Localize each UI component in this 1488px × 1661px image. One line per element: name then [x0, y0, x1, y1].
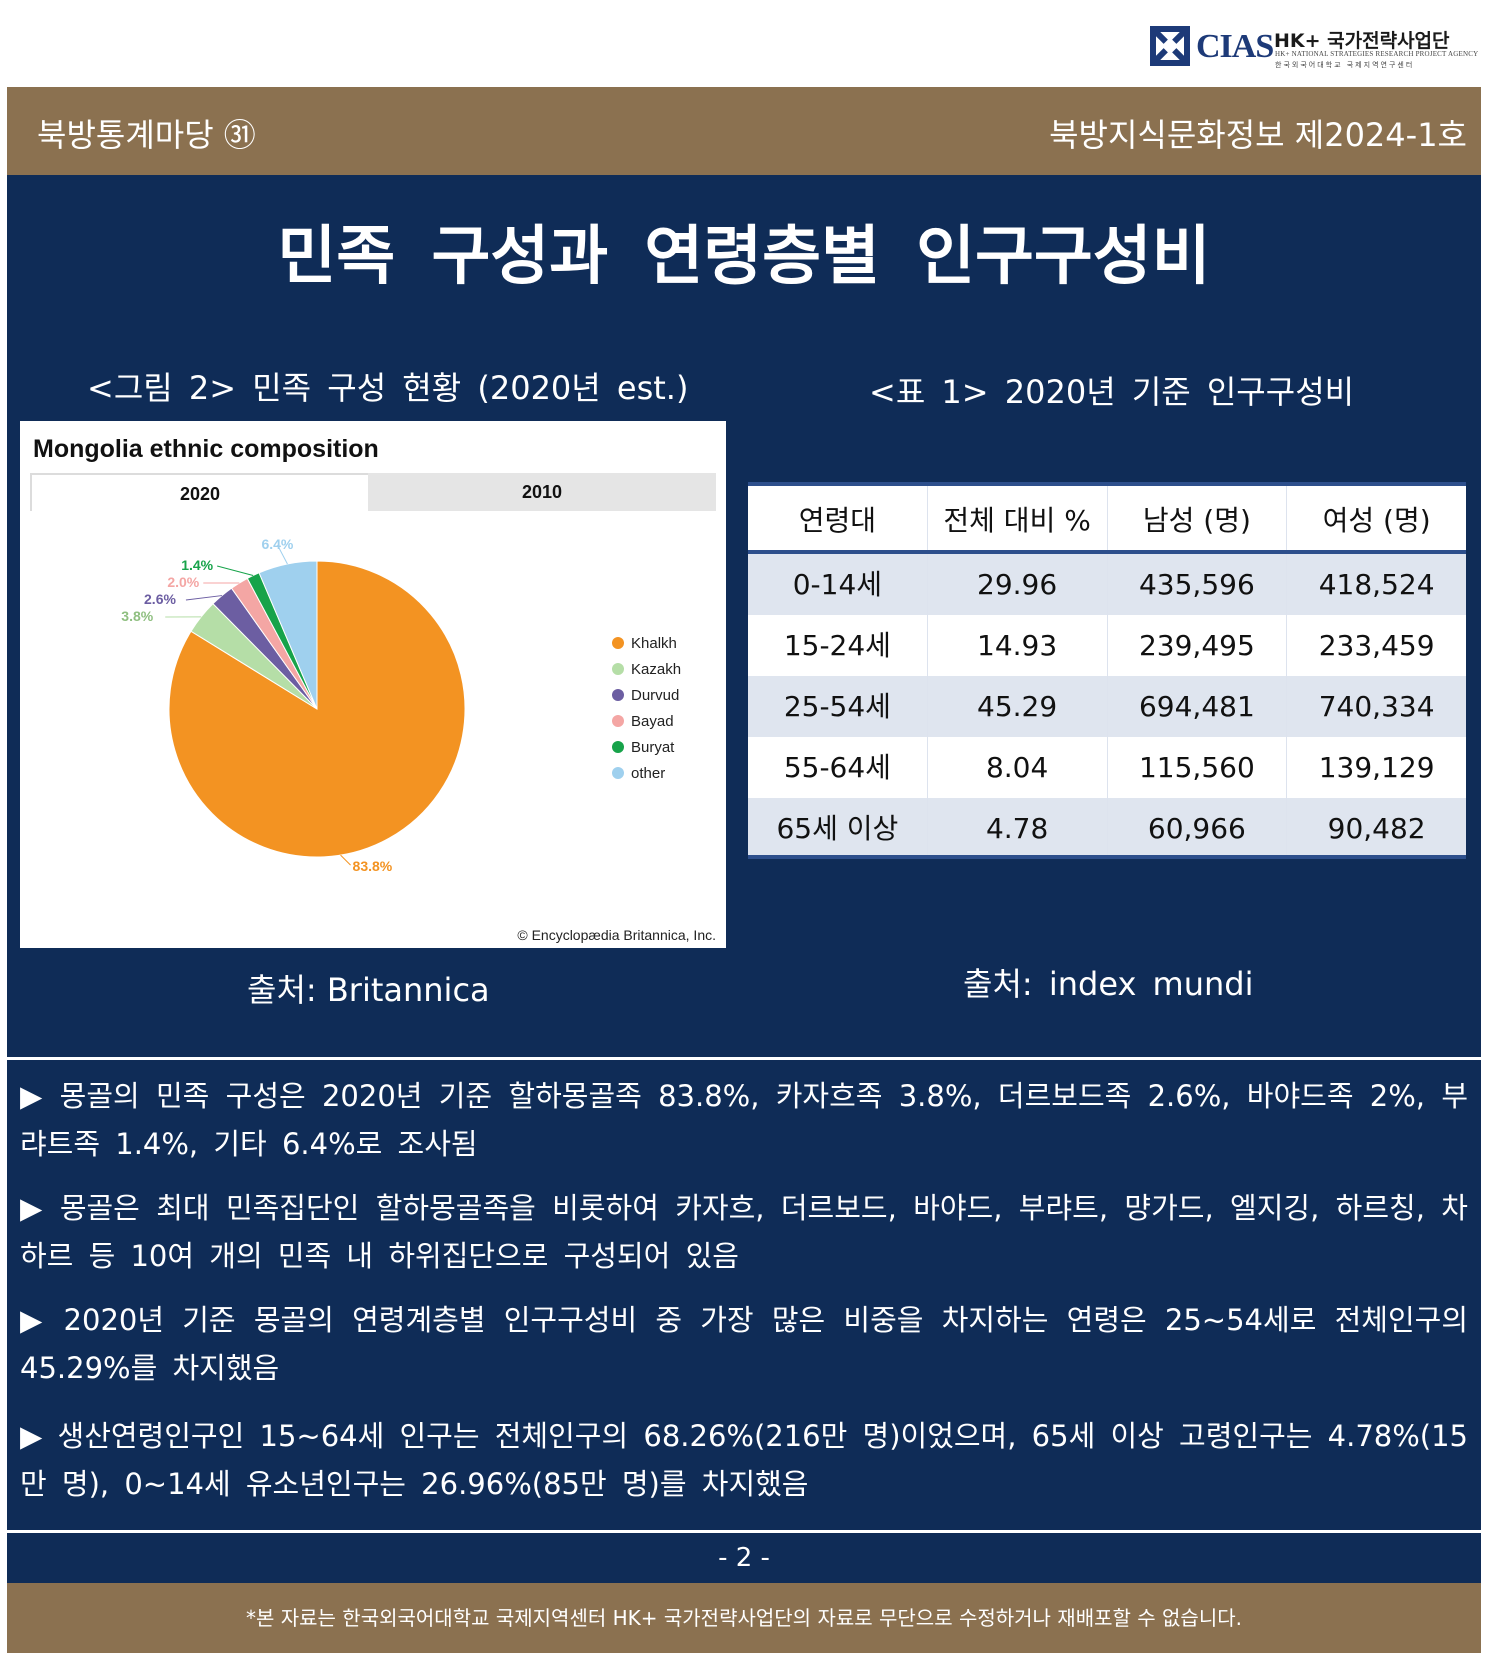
table-row: 15-24세 14.93 239,495 233,459 — [748, 615, 1466, 676]
table-cell: 14.93 — [928, 615, 1108, 676]
legend-label: other — [631, 765, 665, 782]
table-cell: 8.04 — [928, 737, 1108, 798]
legend-swatch — [612, 715, 624, 727]
main-panel: 민족 구성과 연령층별 인구구성비 <그림 2> 민족 구성 현황 (2020년… — [7, 175, 1481, 1057]
summary-bullet: ▶ 몽골은 최대 민족집단인 할하몽골족을 비롯하여 카자흐, 더르보드, 바야… — [20, 1191, 1468, 1273]
table-cell: 4.78 — [928, 798, 1108, 855]
table-row: 0-14세 29.96 435,596 418,524 — [748, 554, 1466, 615]
figure-source: 출처: Britannica — [247, 971, 490, 1009]
table-cell: 139,129 — [1318, 751, 1435, 784]
legend-label: Bayad — [631, 713, 674, 730]
page-number: - 2 - — [7, 1533, 1481, 1583]
logo-org-name: HK+ 국가전략사업단 — [1274, 30, 1450, 52]
table-caption: <표 1> 2020년 기준 인구구성비 — [869, 373, 1355, 411]
column-header: 여성 (명) — [1322, 504, 1431, 537]
cias-emblem-icon — [1150, 26, 1190, 66]
logo-cias-text: CIAS — [1196, 28, 1274, 65]
table-cell: 115,560 — [1108, 737, 1288, 798]
header-bar: 북방통계마당 ㉛ 북방지식문화정보 제2024-1호 — [7, 87, 1481, 175]
legend-swatch — [612, 741, 624, 753]
table-cell: 90,482 — [1327, 812, 1426, 845]
table-cell: 55-64세 — [748, 737, 928, 798]
legend-swatch — [612, 689, 624, 701]
legend-label: Khalkh — [631, 635, 677, 652]
table-cell: 25-54세 — [748, 676, 928, 737]
section-divider — [7, 1057, 1481, 1060]
table-cell: 65세 이상 — [748, 798, 928, 855]
slice-leader-line — [217, 565, 254, 576]
slice-leader-line — [185, 595, 223, 601]
tab-2010[interactable]: 2010 — [368, 473, 716, 511]
chart-year-tabs: 2020 2010 — [30, 473, 716, 511]
table-row: 25-54세 45.29 694,481 740,334 — [748, 676, 1466, 737]
series-title: 북방통계마당 ㉛ — [37, 116, 256, 154]
table-cell: 0-14세 — [748, 554, 928, 615]
table-row: 55-64세 8.04 115,560 139,129 — [748, 737, 1466, 798]
slice-data-label: 83.8% — [353, 858, 393, 874]
slice-data-label: 6.4% — [261, 536, 293, 552]
table-cell: 694,481 — [1108, 676, 1288, 737]
pie-chart-card: Mongolia ethnic composition 2020 2010 83… — [20, 421, 726, 948]
table-cell: 15-24세 — [748, 615, 928, 676]
table-source: 출처: index mundi — [963, 965, 1254, 1003]
pie-slice-other — [258, 560, 318, 710]
legend-label: Buryat — [631, 739, 675, 756]
table-cell: 239,495 — [1108, 615, 1288, 676]
footer-notice: *본 자료는 한국외국어대학교 국제지역센터 HK+ 국가전략사업단의 자료로 … — [7, 1583, 1481, 1653]
issue-number: 북방지식문화정보 제2024-1호 — [1049, 116, 1467, 154]
table-cell: 418,524 — [1318, 568, 1435, 601]
table-cell: 435,596 — [1108, 554, 1288, 615]
table-cell: 29.96 — [928, 554, 1108, 615]
tab-2020[interactable]: 2020 — [30, 473, 368, 511]
section-divider — [7, 1530, 1481, 1533]
chart-copyright: © Encyclopædia Britannica, Inc. — [517, 927, 716, 943]
slice-data-label: 1.4% — [181, 557, 213, 573]
population-table: 연령대 전체 대비 % 남성 (명) 여성 (명) 0-14세 29.96 43… — [748, 482, 1466, 859]
table-cell: 740,334 — [1318, 690, 1435, 723]
logo-subtitle-en: HK+ NATIONAL STRATEGIES RESEARCH PROJECT… — [1275, 50, 1479, 58]
table-row: 65세 이상 4.78 60,966 90,482 — [748, 798, 1466, 859]
legend-label: Durvud — [631, 687, 679, 704]
legend-label: Kazakh — [631, 661, 681, 678]
legend-swatch — [612, 767, 624, 779]
summary-section: ▶ 몽골의 민족 구성은 2020년 기준 할하몽골족 83.8%, 카자흐족 … — [7, 1060, 1481, 1530]
table-cell: 233,459 — [1318, 629, 1435, 662]
summary-bullet: ▶ 생산연령인구인 15~64세 인구는 전체인구의 68.26%(216만 명… — [20, 1419, 1469, 1501]
slice-data-label: 2.0% — [167, 574, 199, 590]
cias-logo: CIAS HK+ 국가전략사업단 HK+ NATIONAL STRATEGIES… — [1148, 22, 1478, 72]
slice-data-label: 3.8% — [121, 608, 153, 624]
summary-bullet: ▶ 몽골의 민족 구성은 2020년 기준 할하몽골족 83.8%, 카자흐족 … — [20, 1079, 1468, 1161]
slice-leader-line — [340, 854, 351, 866]
slice-leader-line — [277, 544, 288, 565]
table-cell: 60,966 — [1108, 798, 1288, 855]
column-header: 전체 대비 % — [928, 486, 1108, 550]
column-header: 연령대 — [748, 486, 928, 550]
pie-chart: 83.8% 3.8%2.6%2.0%1.4% 6.4% Khalkh Kazakh Dur… — [121, 536, 681, 874]
table-header-row: 연령대 전체 대비 % 남성 (명) 여성 (명) — [748, 482, 1466, 554]
table-cell: 45.29 — [928, 676, 1108, 737]
slice-data-label: 2.6% — [144, 591, 176, 607]
summary-bullet: ▶ 2020년 기준 몽골의 연령계층별 인구구성비 중 가장 많은 비중을 차… — [20, 1303, 1468, 1385]
chart-title: Mongolia ethnic composition — [33, 435, 379, 463]
logo-subtitle-ko: 한국외국어대학교 국제지역연구센터 — [1275, 61, 1415, 69]
page-title: 민족 구성과 연령층별 인구구성비 — [277, 220, 1211, 294]
column-header: 남성 (명) — [1108, 486, 1288, 550]
legend-swatch — [612, 637, 624, 649]
legend-swatch — [612, 663, 624, 675]
figure-caption: <그림 2> 민족 구성 현황 (2020년 est.) — [87, 369, 689, 407]
